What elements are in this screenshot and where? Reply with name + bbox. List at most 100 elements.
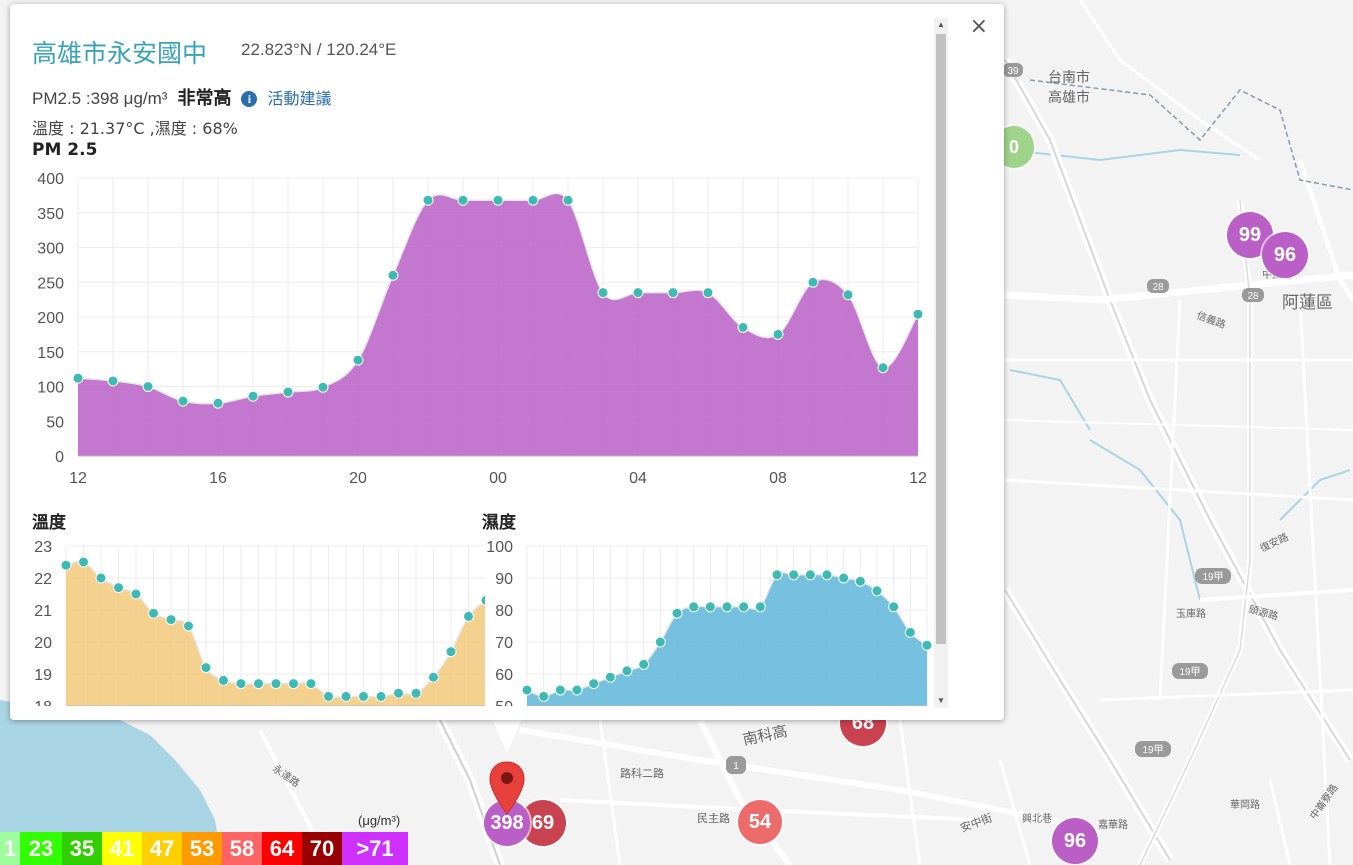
- data-point: [428, 671, 439, 683]
- data-point: [253, 678, 264, 690]
- station-value: 398: [490, 811, 524, 834]
- pm-chart-title: PM 2.5: [32, 140, 98, 160]
- info-icon[interactable]: i: [241, 91, 258, 107]
- legend-cell: 41: [102, 832, 142, 865]
- station-bubble[interactable]: 96: [1052, 818, 1098, 864]
- data-point: [95, 572, 107, 584]
- route-shield-39: 39: [1003, 63, 1023, 77]
- map-label-kaohsiung: 高雄市: [1048, 89, 1090, 106]
- data-point: [807, 276, 819, 288]
- data-point: [821, 569, 833, 581]
- data-point: [107, 375, 119, 387]
- y-tick-label: 90: [495, 571, 513, 588]
- data-point: [621, 665, 633, 677]
- y-tick-label: 18: [34, 699, 52, 706]
- map-label-luke2-rd: 路科二路: [620, 766, 664, 780]
- station-bubble[interactable]: 96: [1262, 232, 1308, 278]
- data-point: [305, 678, 317, 690]
- station-bubble[interactable]: 54: [738, 800, 782, 844]
- y-tick-label: 350: [37, 206, 64, 223]
- y-tick-label: 23: [34, 539, 52, 556]
- popup-scrollbar[interactable]: ▲ ▼: [934, 18, 948, 708]
- data-point: [854, 575, 866, 587]
- data-point: [445, 646, 457, 658]
- legend-cell: 47: [142, 832, 182, 865]
- data-point: [702, 287, 714, 299]
- data-point: [480, 594, 485, 606]
- station-popup: × 高雄市永安國中 22.823°N / 120.24°E PM2.5 :398…: [10, 4, 1004, 720]
- series-area: [78, 193, 918, 457]
- map-label-jiahua-rd: 嘉華路: [1098, 818, 1128, 831]
- activity-advice-link[interactable]: 活動建議: [267, 89, 332, 108]
- scroll-down-icon[interactable]: ▼: [937, 696, 945, 705]
- route-39-label: 39: [1007, 66, 1019, 77]
- data-point: [912, 308, 924, 320]
- route-19c-label: 19甲: [1142, 745, 1163, 756]
- map-label-tainan: 台南市: [1048, 69, 1090, 86]
- data-point: [247, 390, 259, 402]
- data-point: [422, 194, 434, 206]
- data-point: [871, 585, 883, 597]
- map-label-alian: 阿蓮區: [1282, 293, 1333, 313]
- legend-cell: 53: [182, 832, 222, 865]
- data-point: [148, 607, 159, 619]
- humidity-chart: 50 60 70 80 90 100: [486, 539, 933, 706]
- station-bubble[interactable]: 99: [1227, 212, 1273, 258]
- map-label-xingbei-ln: 興北巷: [1022, 813, 1052, 825]
- data-point: [604, 671, 616, 683]
- legend-cell: 64: [262, 832, 302, 865]
- data-point: [142, 381, 154, 392]
- data-point: [754, 601, 766, 613]
- y-tick-label: 400: [37, 171, 64, 188]
- station-value: 54: [748, 810, 772, 833]
- data-point: [235, 678, 247, 690]
- legend-cell: 58: [222, 832, 262, 865]
- y-tick-label: 19: [34, 667, 52, 684]
- series-area: [66, 561, 485, 706]
- route-1-label: 1: [733, 761, 739, 772]
- data-point: [838, 572, 850, 584]
- scroll-up-icon[interactable]: ▲: [937, 20, 945, 29]
- map-label-huagang-rd: 華岡路: [1230, 798, 1260, 811]
- route-28a-label: 28: [1152, 282, 1164, 293]
- data-point: [721, 601, 733, 613]
- route-shield-28a: 28: [1147, 279, 1169, 293]
- data-point: [921, 639, 933, 651]
- close-icon[interactable]: ×: [969, 14, 988, 39]
- legend-cell: 70: [302, 832, 342, 865]
- data-point: [804, 569, 816, 581]
- data-point: [738, 601, 750, 613]
- y-tick-label: 60: [495, 667, 513, 684]
- data-point: [737, 321, 749, 333]
- legend-cell: >71: [342, 832, 408, 865]
- data-point: [571, 684, 583, 696]
- data-point: [72, 372, 84, 384]
- legend-cell: 35: [62, 832, 102, 865]
- y-tick-label: 22: [34, 571, 52, 588]
- data-point: [538, 690, 550, 702]
- y-tick-label: 80: [495, 603, 513, 620]
- y-tick-label: 21: [34, 603, 52, 620]
- map-label-yuku-rd: 玉庫路: [1176, 607, 1206, 620]
- y-tick-label: 0: [55, 449, 64, 466]
- pollution-level: 非常高: [177, 88, 232, 109]
- data-point: [288, 678, 299, 690]
- data-point: [113, 582, 124, 594]
- temp-chart-title: 溫度: [32, 513, 66, 533]
- legend-cell: 23: [20, 832, 62, 865]
- legend-unit: (μg/m³): [358, 813, 401, 828]
- data-point: [212, 397, 224, 409]
- map-marker-icon[interactable]: [488, 760, 526, 816]
- data-point: [554, 684, 566, 696]
- data-point: [177, 395, 189, 407]
- data-point: [904, 626, 916, 638]
- temp-humidity-reading: 溫度 : 21.37°C ,濕度 : 68%: [32, 119, 238, 138]
- legend-cell: 1: [0, 832, 20, 865]
- data-point: [200, 662, 212, 674]
- data-point: [463, 610, 474, 622]
- y-tick-label: 200: [37, 310, 64, 327]
- x-tick-label: 20: [349, 470, 367, 487]
- y-tick-label: 100: [37, 380, 64, 397]
- data-point: [130, 588, 142, 600]
- scroll-thumb[interactable]: [936, 34, 946, 644]
